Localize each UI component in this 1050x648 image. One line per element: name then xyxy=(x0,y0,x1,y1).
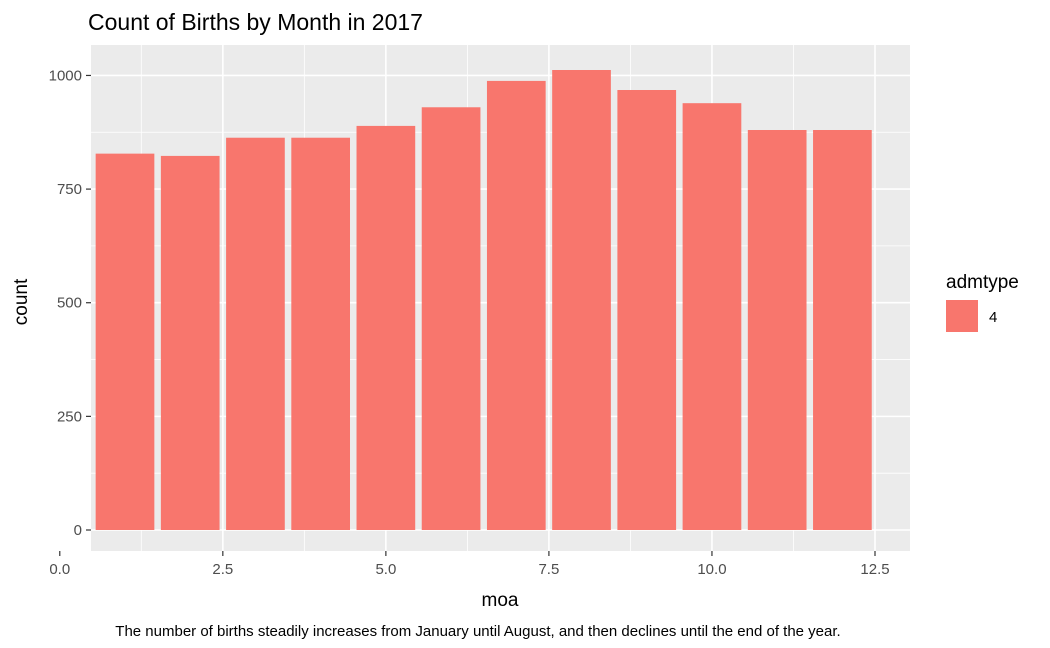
y-tick-label: 0 xyxy=(74,522,82,539)
y-tick-label: 1000 xyxy=(49,67,82,84)
y-tick-label: 750 xyxy=(57,181,82,198)
bar xyxy=(291,137,350,530)
legend-key xyxy=(946,300,978,332)
x-tick-label: 7.5 xyxy=(538,561,559,578)
bar xyxy=(682,103,742,530)
y-tick-label: 250 xyxy=(57,408,82,425)
y-tick-label: 500 xyxy=(57,295,82,312)
bar xyxy=(226,137,285,530)
legend: admtype 4 xyxy=(946,272,1019,332)
x-tick-label: 0.0 xyxy=(49,561,70,578)
chart-caption: The number of births steadily increases … xyxy=(115,623,840,640)
x-tick-label: 12.5 xyxy=(860,561,889,578)
bar xyxy=(421,107,481,530)
y-axis-title: count xyxy=(11,278,32,325)
chart-title: Count of Births by Month in 2017 xyxy=(88,9,423,35)
bar xyxy=(747,130,807,530)
bar xyxy=(552,70,611,530)
bar xyxy=(617,90,677,530)
x-tick-label: 5.0 xyxy=(375,561,396,578)
legend-label: 4 xyxy=(989,309,997,326)
bar xyxy=(95,153,155,531)
bar xyxy=(813,130,872,530)
x-axis: 0.0 2.5 5.0 7.5 10.0 12.5 xyxy=(49,551,890,578)
y-axis: 0 250 500 750 1000 xyxy=(49,67,91,539)
bar xyxy=(356,125,416,530)
x-axis-title: moa xyxy=(482,590,519,611)
legend-title: admtype xyxy=(946,272,1019,293)
x-tick-label: 10.0 xyxy=(697,561,726,578)
bar xyxy=(486,80,546,530)
bar xyxy=(160,155,220,530)
bars xyxy=(95,70,872,531)
x-tick-label: 2.5 xyxy=(212,561,233,578)
